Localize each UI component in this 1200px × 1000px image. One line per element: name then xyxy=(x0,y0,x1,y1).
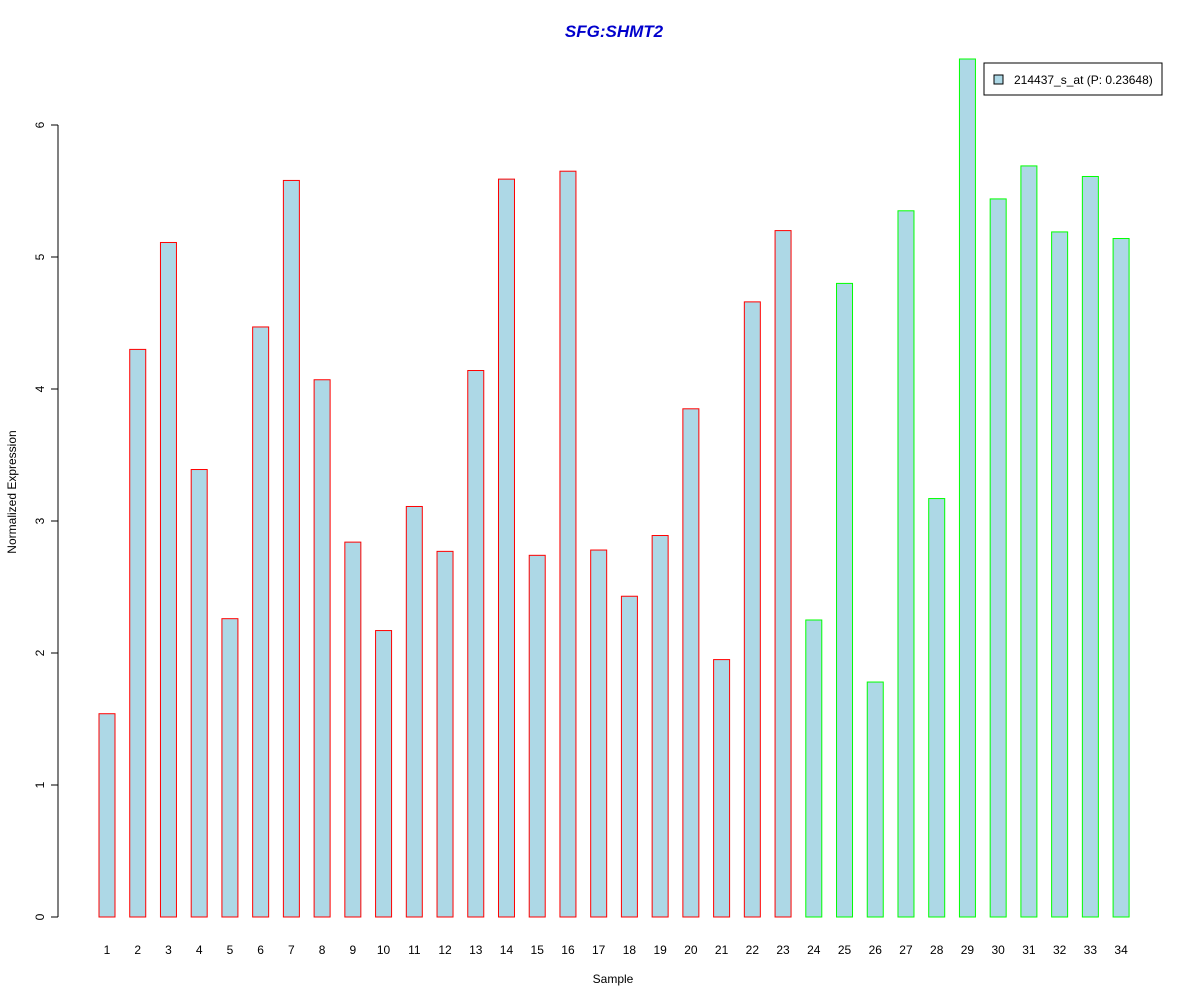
bar xyxy=(651,535,669,918)
bar xyxy=(282,179,300,918)
x-tick-label: 4 xyxy=(196,943,203,957)
y-tick-label: 4 xyxy=(33,385,47,392)
x-tick-label: 19 xyxy=(653,943,667,957)
bar xyxy=(129,348,147,918)
x-tick-label: 30 xyxy=(991,943,1005,957)
legend-swatch xyxy=(993,74,1004,85)
bar xyxy=(1081,175,1099,918)
x-tick-label: 31 xyxy=(1022,943,1036,957)
bar xyxy=(958,58,976,918)
x-tick-label: 21 xyxy=(715,943,729,957)
x-tick-label: 26 xyxy=(869,943,883,957)
chart-title: SFG:SHMT2 xyxy=(565,22,664,41)
bar xyxy=(897,210,915,918)
bar xyxy=(467,370,485,918)
bar xyxy=(866,681,884,918)
bar xyxy=(682,408,700,918)
y-tick-label: 3 xyxy=(33,517,47,524)
bar xyxy=(1020,165,1038,918)
bar xyxy=(497,178,515,918)
x-tick-label: 25 xyxy=(838,943,852,957)
bar xyxy=(528,554,546,918)
x-tick-label: 6 xyxy=(257,943,264,957)
x-tick-label: 10 xyxy=(377,943,391,957)
x-axis-label: Sample xyxy=(593,972,634,986)
x-tick-label: 34 xyxy=(1114,943,1128,957)
bar xyxy=(928,498,946,918)
x-tick-label: 1 xyxy=(104,943,111,957)
y-tick-label: 1 xyxy=(33,781,47,788)
x-tick-label: 2 xyxy=(134,943,141,957)
bar xyxy=(375,630,393,918)
bar xyxy=(559,170,577,918)
bar xyxy=(805,619,823,918)
x-tick-label: 33 xyxy=(1084,943,1098,957)
bar xyxy=(620,595,638,918)
bar xyxy=(313,379,331,918)
legend-label: 214437_s_at (P: 0.23648) xyxy=(1014,73,1153,87)
x-tick-label: 9 xyxy=(349,943,356,957)
bar xyxy=(774,230,792,918)
y-axis-label: Normalized Expression xyxy=(5,430,19,553)
bar xyxy=(252,326,270,918)
x-tick-label: 3 xyxy=(165,943,172,957)
bar xyxy=(344,541,362,918)
bar xyxy=(159,241,177,918)
x-tick-label: 11 xyxy=(408,943,421,957)
x-tick-label: 7 xyxy=(288,943,295,957)
x-tick-label: 12 xyxy=(438,943,452,957)
bar xyxy=(1112,238,1130,918)
x-tick-label: 27 xyxy=(899,943,913,957)
x-tick-label: 32 xyxy=(1053,943,1067,957)
bar xyxy=(590,549,608,918)
y-tick-label: 0 xyxy=(33,913,47,920)
x-tick-label: 13 xyxy=(469,943,483,957)
x-tick-label: 20 xyxy=(684,943,698,957)
bar xyxy=(436,550,454,918)
x-tick-label: 15 xyxy=(531,943,545,957)
bar xyxy=(405,505,423,918)
x-tick-label: 28 xyxy=(930,943,944,957)
y-tick-label: 2 xyxy=(33,649,47,656)
x-tick-label: 18 xyxy=(623,943,637,957)
x-tick-label: 8 xyxy=(319,943,326,957)
bar xyxy=(98,713,116,918)
x-tick-label: 22 xyxy=(746,943,760,957)
bar xyxy=(1051,231,1069,918)
x-tick-label: 14 xyxy=(500,943,514,957)
y-tick-label: 5 xyxy=(33,253,47,260)
bar xyxy=(713,659,731,918)
x-tick-label: 23 xyxy=(776,943,790,957)
bar xyxy=(743,301,761,918)
x-tick-label: 29 xyxy=(961,943,975,957)
bar xyxy=(836,282,854,918)
bar xyxy=(989,198,1007,918)
x-tick-label: 17 xyxy=(592,943,606,957)
y-tick-label: 6 xyxy=(33,121,47,128)
x-tick-label: 5 xyxy=(227,943,234,957)
legend-box xyxy=(983,62,1163,96)
x-tick-label: 16 xyxy=(561,943,575,957)
bar xyxy=(221,618,239,918)
bar xyxy=(190,469,208,918)
x-tick-label: 24 xyxy=(807,943,821,957)
